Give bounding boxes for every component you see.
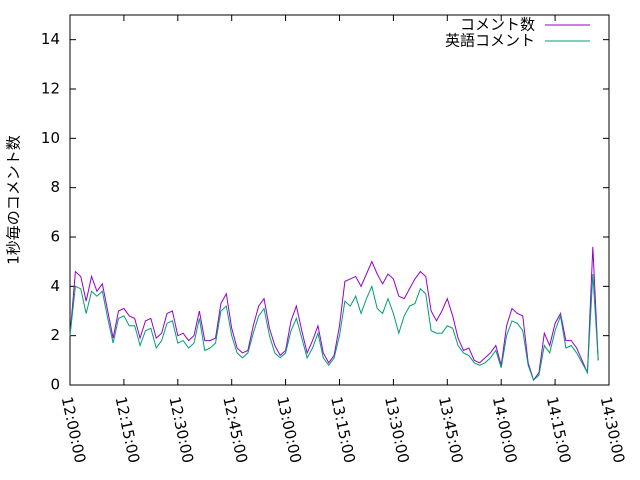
- x-tick-label: 14:00:00: [489, 395, 521, 465]
- y-tick-label: 2: [50, 326, 60, 344]
- x-tick-label: 13:15:00: [327, 395, 359, 465]
- x-tick-label: 13:45:00: [435, 395, 467, 465]
- x-tick-label: 14:30:00: [597, 395, 629, 465]
- x-tick-label: 12:15:00: [112, 395, 144, 465]
- x-tick-label: 12:45:00: [219, 395, 251, 465]
- x-tick-label: 13:30:00: [381, 395, 413, 465]
- x-tick-label: 13:00:00: [273, 395, 305, 465]
- legend-label: 英語コメント: [445, 32, 535, 50]
- y-axis-label: 1秒毎のコメント数: [5, 135, 23, 265]
- y-tick-label: 14: [41, 30, 60, 48]
- y-tick-label: 4: [50, 277, 60, 295]
- series-line: [69, 273, 599, 381]
- y-tick-label: 6: [50, 228, 60, 246]
- y-tick-label: 10: [41, 129, 60, 147]
- x-tick-label: 12:00:00: [58, 395, 90, 465]
- y-tick-label: 0: [50, 376, 60, 394]
- x-tick-label: 14:15:00: [543, 395, 575, 465]
- y-tick-label: 8: [50, 178, 60, 196]
- y-tick-label: 12: [41, 80, 60, 98]
- x-tick-label: 12:30:00: [165, 395, 197, 465]
- legend-label: コメント数: [460, 16, 535, 34]
- series-line: [69, 246, 599, 382]
